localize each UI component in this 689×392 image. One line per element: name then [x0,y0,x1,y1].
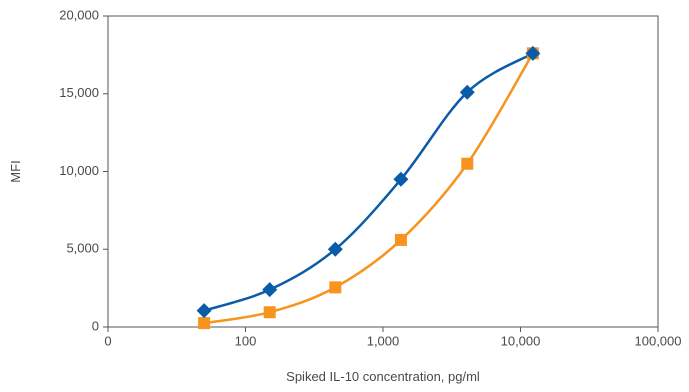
x-tick-label: 10,000 [501,334,541,349]
data-point-diamond [196,303,212,319]
data-point-diamond [525,45,541,61]
data-point-square [329,281,342,294]
x-tick-label: 0 [104,334,111,349]
data-point-square [461,157,474,170]
y-tick-label: 20,000 [59,7,99,22]
x-tick-label: 100 [235,334,257,349]
data-point-square [394,233,407,246]
plot-frame [107,15,659,328]
y-axis-title: MFI [8,160,23,182]
series-markers [196,45,541,330]
data-point-diamond [327,241,343,257]
data-point-square [263,306,276,319]
y-tick-label: 15,000 [59,85,99,100]
y-tick-label: 10,000 [59,163,99,178]
x-axis-title: Spiked IL-10 concentration, pg/ml [286,369,480,384]
axes [107,15,659,328]
x-axis-ticks: 0 100 1,000 10,000 100,000 [104,327,682,349]
y-tick-label: 0 [92,318,99,333]
series-line-diamond [202,52,535,312]
data-point-diamond [393,171,409,187]
series-line-square [202,52,535,325]
data-point-square [198,317,211,330]
x-tick-label: 1,000 [367,334,400,349]
data-point-diamond [262,282,278,298]
series-lines [202,52,535,325]
y-axis-ticks: 0 5,000 10,000 15,000 20,000 [59,7,108,333]
x-tick-label: 100,000 [635,334,682,349]
series-layer [196,45,541,330]
y-tick-label: 5,000 [66,241,99,256]
data-point-diamond [459,84,475,100]
